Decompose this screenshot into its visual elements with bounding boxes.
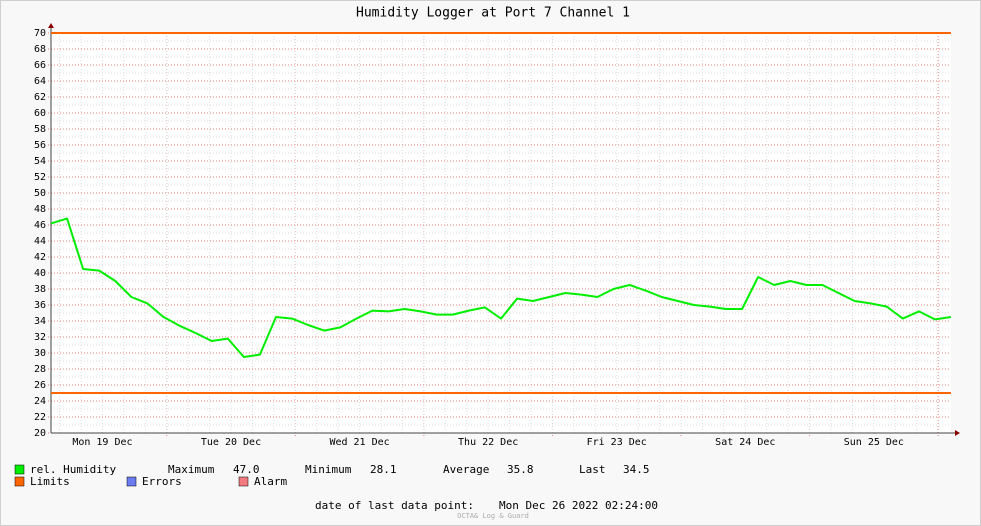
- y-tick-label: 36: [34, 300, 46, 311]
- y-tick-label: 44: [34, 236, 46, 247]
- y-tick-label: 32: [34, 332, 46, 343]
- stat-value: 34.5: [623, 463, 650, 476]
- legend-swatch: [14, 464, 25, 475]
- legend-swatch: [238, 476, 249, 487]
- y-tick-label: 26: [34, 380, 46, 391]
- stat-label: Last: [579, 463, 606, 476]
- legend-swatch: [14, 476, 25, 487]
- y-tick-label: 56: [34, 140, 46, 151]
- legend-swatch: [126, 476, 137, 487]
- x-tick-label: Thu 22 Dec: [458, 437, 518, 448]
- legend-label: Alarm: [254, 475, 287, 488]
- axis-arrow: [48, 23, 54, 28]
- y-tick-label: 24: [34, 396, 46, 407]
- y-tick-label: 42: [34, 252, 46, 263]
- y-tick-label: 68: [34, 44, 46, 55]
- y-tick-label: 48: [34, 204, 46, 215]
- stat-label: Average: [443, 463, 489, 476]
- x-tick-label: Tue 20 Dec: [201, 437, 261, 448]
- y-tick-label: 30: [34, 348, 46, 359]
- stat-label: Minimum: [305, 463, 352, 476]
- x-tick-label: Sat 24 Dec: [715, 437, 775, 448]
- axis-arrow: [955, 430, 960, 436]
- y-tick-label: 54: [34, 156, 46, 167]
- stat-label: Maximum: [168, 463, 215, 476]
- data-line: [50, 217, 952, 358]
- y-tick-label: 58: [34, 124, 46, 135]
- x-tick-label: Wed 21 Dec: [329, 437, 389, 448]
- legend-label: Errors: [142, 475, 182, 488]
- y-tick-label: 38: [34, 284, 46, 295]
- footer-value: Mon Dec 26 2022 02:24:00: [499, 499, 658, 512]
- legend-label: Limits: [30, 475, 70, 488]
- y-tick-label: 28: [34, 364, 46, 375]
- y-tick-label: 70: [34, 28, 46, 39]
- y-tick-label: 50: [34, 188, 46, 199]
- y-tick-label: 62: [34, 92, 46, 103]
- y-tick-label: 20: [34, 428, 46, 439]
- y-tick-label: 66: [34, 60, 46, 71]
- y-tick-label: 22: [34, 412, 46, 423]
- chart-title: Humidity Logger at Port 7 Channel 1: [356, 6, 630, 21]
- y-tick-label: 52: [34, 172, 46, 183]
- x-tick-label: Mon 19 Dec: [72, 437, 132, 448]
- y-tick-label: 60: [34, 108, 46, 119]
- x-tick-label: Fri 23 Dec: [587, 437, 647, 448]
- x-tick-label: Sun 25 Dec: [844, 437, 904, 448]
- stat-value: 28.1: [370, 463, 397, 476]
- footer-label: date of last data point:: [315, 499, 474, 512]
- stat-value: 47.0: [233, 463, 260, 476]
- y-tick-label: 40: [34, 268, 46, 279]
- y-tick-label: 64: [34, 76, 46, 87]
- stat-value: 35.8: [507, 463, 534, 476]
- legend-label: rel. Humidity: [30, 463, 116, 476]
- y-tick-label: 46: [34, 220, 46, 231]
- watermark: OCTA& Log & Guard: [457, 512, 529, 520]
- y-tick-label: 34: [34, 316, 46, 327]
